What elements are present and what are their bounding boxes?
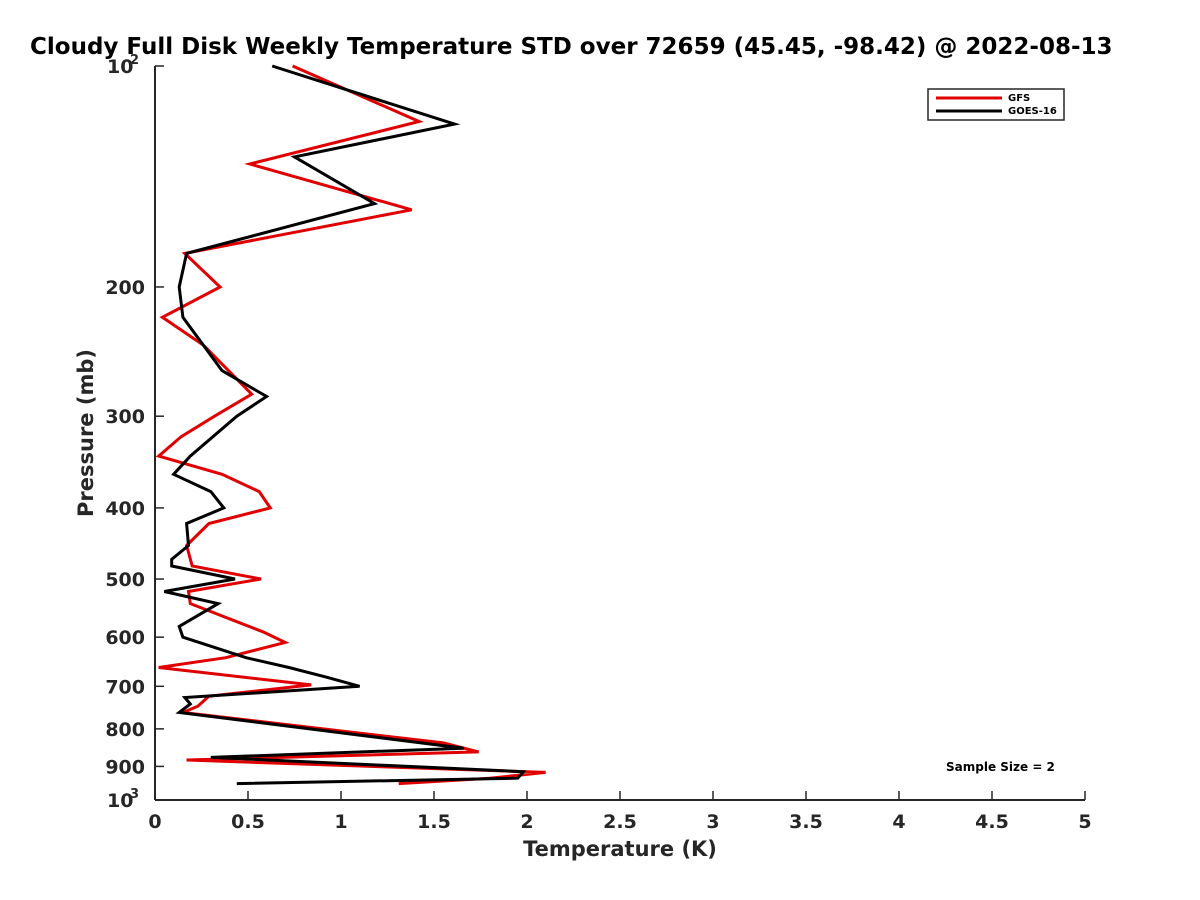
legend-label-gfs: GFS	[1008, 93, 1030, 104]
x-tick-label: 3.5	[789, 811, 823, 833]
x-tick-label: 0.5	[231, 811, 265, 833]
y-tick-label: 200	[105, 277, 145, 299]
x-tick-label: 0	[148, 811, 161, 833]
series-line-goes16	[163, 64, 527, 786]
legend-box	[927, 88, 1065, 121]
y-tick-label: 800	[105, 719, 145, 741]
y-axis-label: Pressure (mb)	[74, 349, 98, 517]
x-tick-label: 3	[706, 811, 719, 833]
y-tick-label: 600	[105, 627, 145, 649]
x-tick-label: 1.5	[417, 811, 451, 833]
sample-size-annotation: Sample Size = 2	[946, 760, 1055, 774]
x-tick-label: 1	[334, 811, 347, 833]
x-tick-label: 5	[1078, 811, 1091, 833]
y-tick-label: 900	[105, 756, 145, 778]
y-tick-label-base: 10	[107, 56, 133, 78]
y-tick-label: 400	[105, 498, 145, 520]
x-tick-label: 2	[520, 811, 533, 833]
legend: GFS GOES-16	[927, 88, 1065, 121]
x-axis-label: Temperature (K)	[523, 837, 717, 861]
y-tick-label-exponent: 3	[130, 787, 139, 802]
y-tick-label-base: 10	[107, 790, 133, 812]
y-tick-label: 500	[105, 569, 145, 591]
legend-label-goes16: GOES-16	[1008, 106, 1057, 117]
x-axis-ticks: 0 0.5 1 1.5 2 2.5 3 3.5 4 4.5 5	[148, 791, 1092, 833]
series-lines	[155, 64, 546, 786]
x-tick-label: 4.5	[975, 811, 1009, 833]
y-tick-label-exponent: 2	[130, 53, 139, 68]
y-tick-label: 300	[105, 406, 145, 428]
x-tick-label: 4	[892, 811, 905, 833]
x-tick-label: 2.5	[603, 811, 637, 833]
y-tick-label: 700	[105, 676, 145, 698]
chart-title: Cloudy Full Disk Weekly Temperature STD …	[30, 34, 1113, 60]
